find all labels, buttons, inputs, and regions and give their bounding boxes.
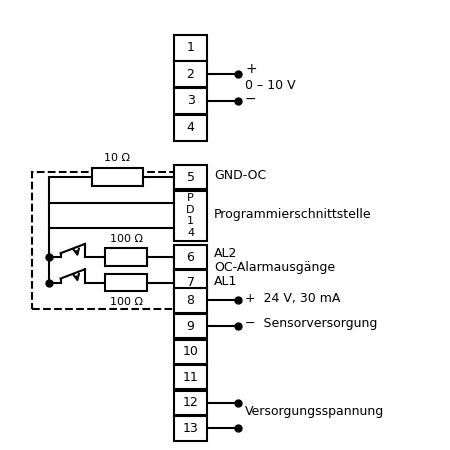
Text: 3: 3 [187,94,194,108]
Text: Versorgungsspannung: Versorgungsspannung [245,405,384,418]
Text: +  24 V, 30 mA: + 24 V, 30 mA [245,292,340,305]
Text: 100 Ω: 100 Ω [110,234,143,244]
Text: 5: 5 [187,171,194,184]
Text: 8: 8 [187,294,194,307]
Text: 9: 9 [187,320,194,333]
Text: 1: 1 [187,41,194,54]
Text: −  Sensorversorgung: − Sensorversorgung [245,317,378,330]
Bar [174,365,207,389]
Bar [174,270,207,295]
Text: 11: 11 [183,371,198,384]
Bar [174,391,207,415]
Bar [105,248,147,266]
Text: 6: 6 [187,251,194,264]
Text: Programmierschnittstelle: Programmierschnittstelle [214,208,372,221]
Bar [92,168,143,186]
Text: AL2: AL2 [214,247,237,260]
Text: 10: 10 [183,346,198,358]
Text: 12: 12 [183,396,198,410]
Text: 100 Ω: 100 Ω [110,297,143,307]
Text: 2: 2 [187,68,194,81]
Text: −: − [245,92,256,106]
Bar [174,35,207,61]
Bar [32,171,174,310]
Text: 10 Ω: 10 Ω [104,153,130,163]
Bar [174,62,207,87]
Text: 7: 7 [187,276,194,289]
Text: +: + [245,62,256,76]
Text: GND-OC: GND-OC [214,169,266,182]
Text: 4: 4 [187,121,194,134]
Bar [174,191,207,241]
Text: P
D
1
4: P D 1 4 [186,193,195,238]
Bar [174,245,207,270]
Bar [174,115,207,140]
Bar [174,416,207,441]
Bar [174,88,207,114]
Text: 0 – 10 V: 0 – 10 V [245,79,296,92]
Bar [174,314,207,338]
Bar [174,165,207,189]
Bar [174,288,207,313]
Bar [105,274,147,292]
Text: 13: 13 [183,422,198,435]
Text: OC-Alarmausgänge: OC-Alarmausgänge [214,261,335,274]
Bar [174,340,207,364]
Text: AL1: AL1 [214,274,237,288]
